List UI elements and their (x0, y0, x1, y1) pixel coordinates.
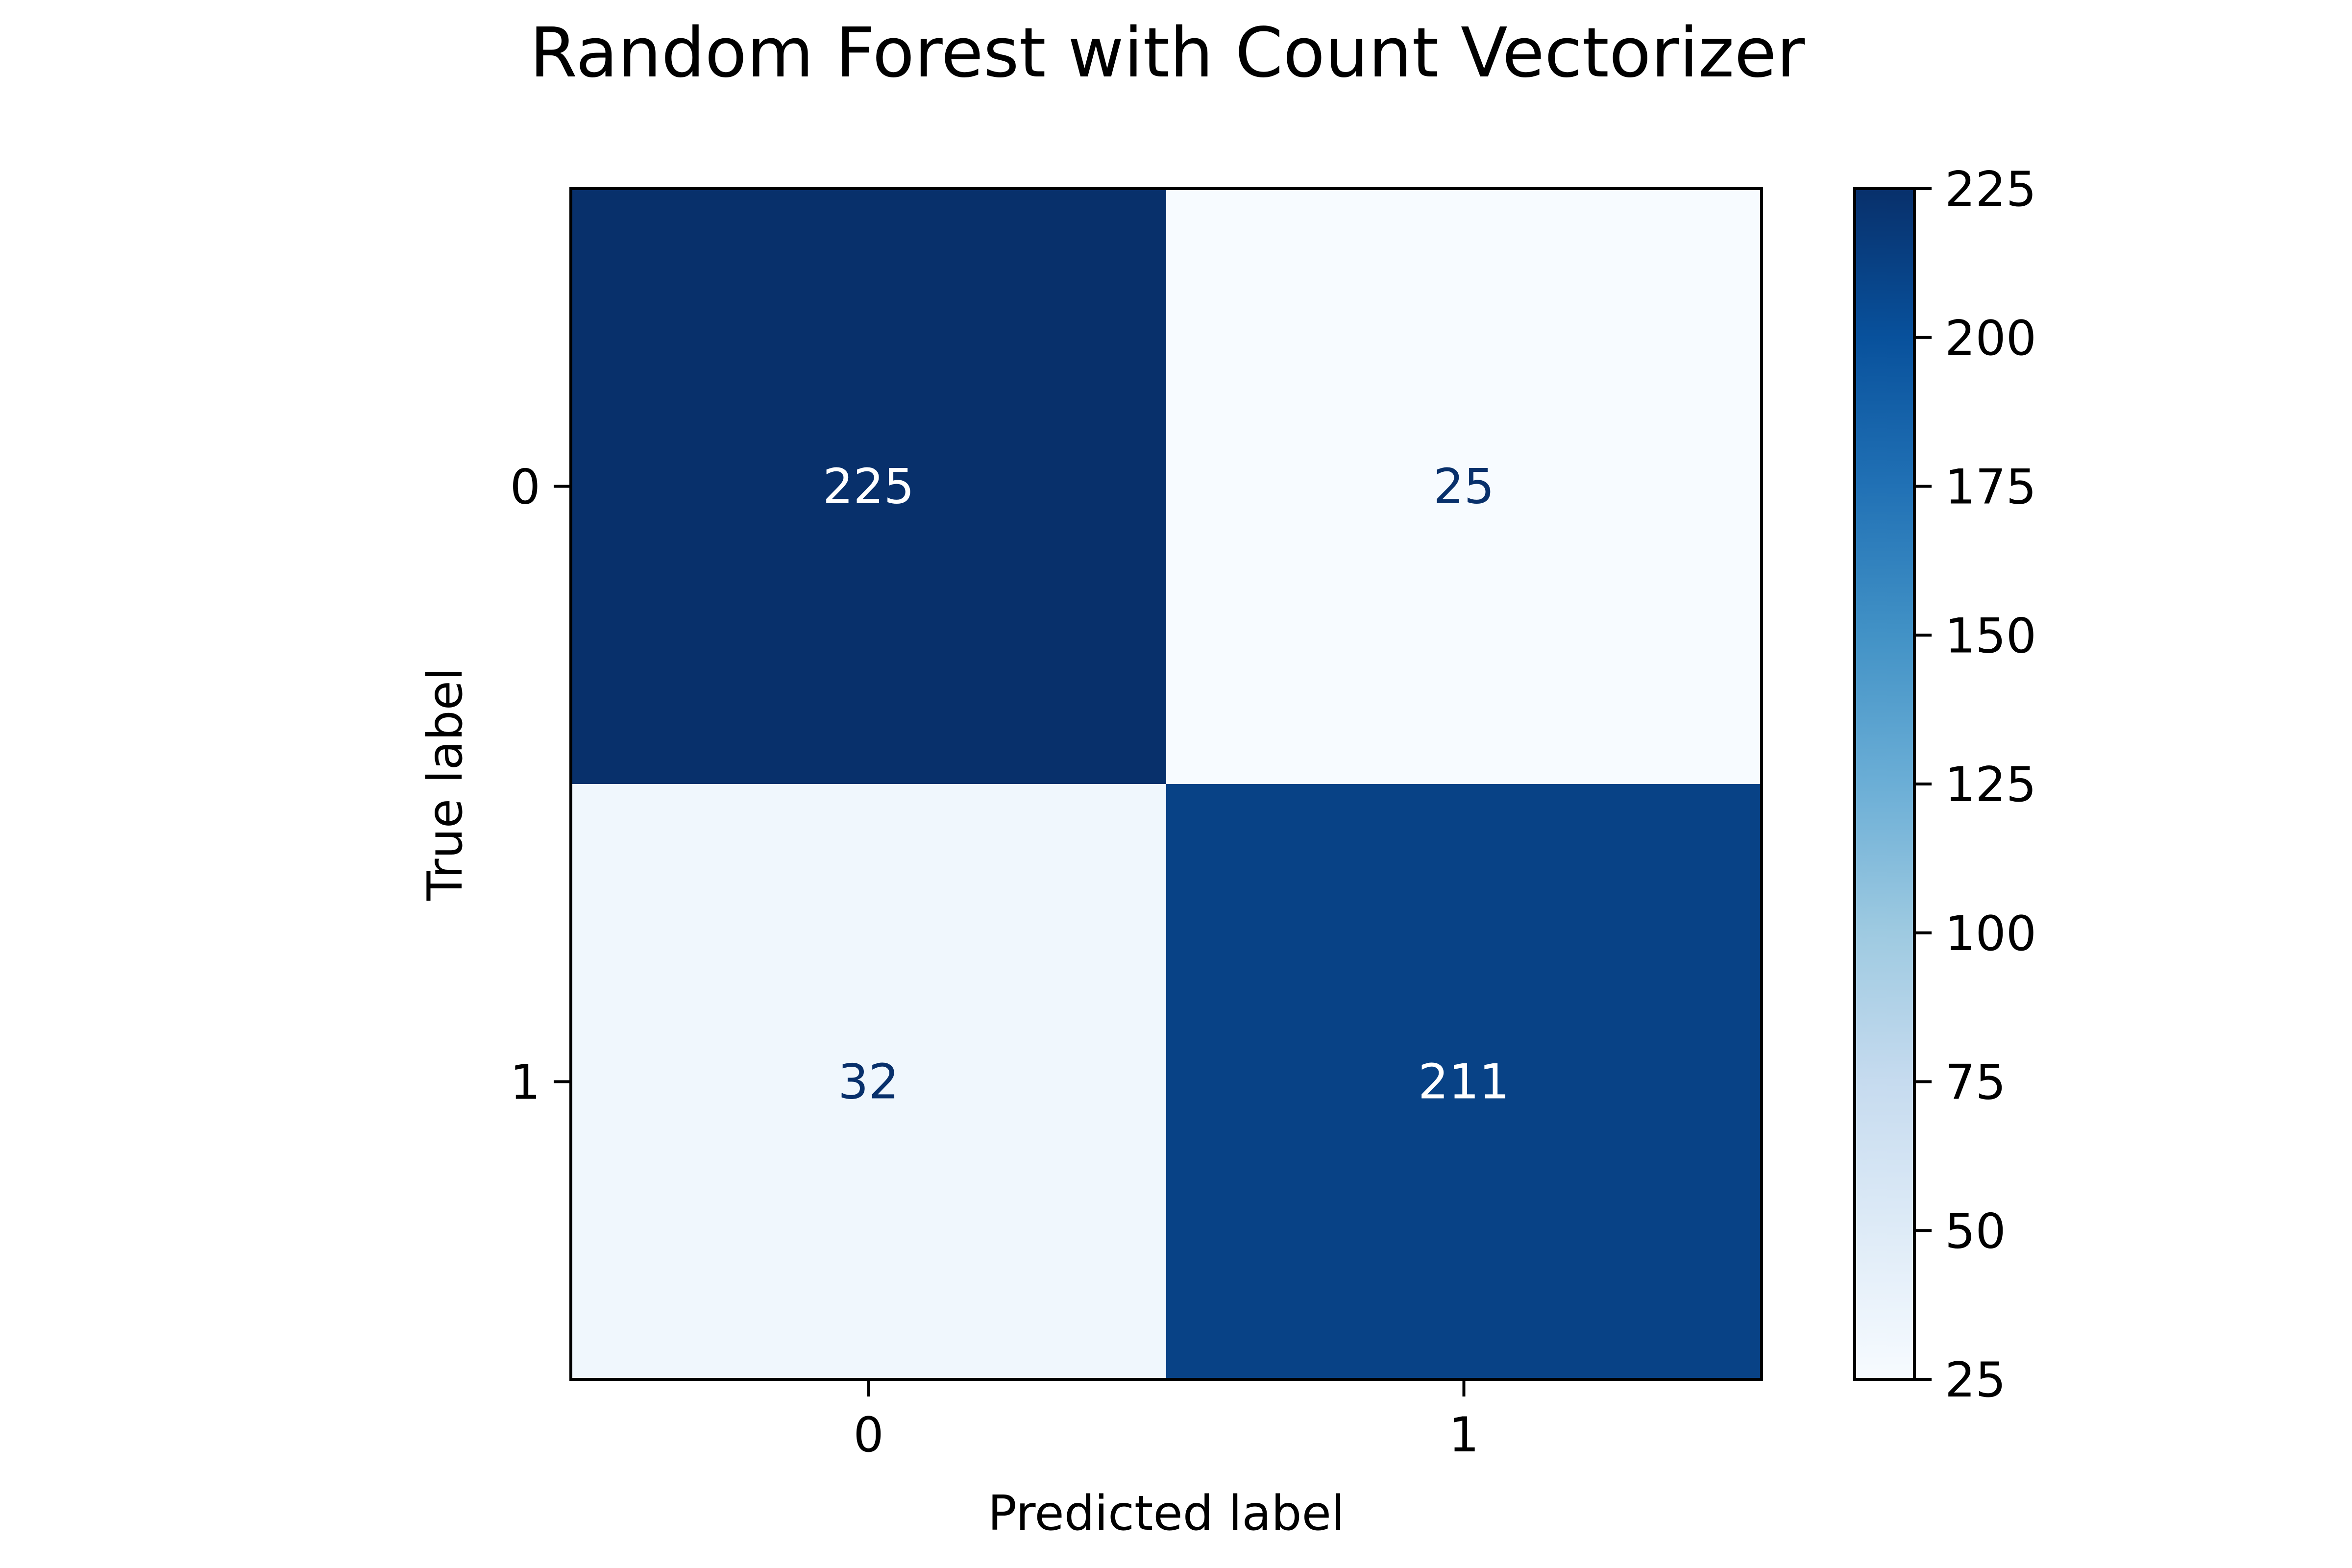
colorbar-gradient (1855, 189, 1914, 1379)
colorbar-tick-label-0: 25 (1945, 1352, 2006, 1408)
heatmap-cell-0-0 (571, 189, 1166, 784)
x-axis-label: Predicted label (988, 1486, 1345, 1542)
y-axis-label: True label (417, 667, 473, 901)
colorbar-ticks: 25 50 75 100 125 150 175 200 225 (1914, 162, 2036, 1408)
y-tick-label-0: 0 (510, 460, 540, 515)
y-axis-ticks: 01 (510, 460, 571, 1111)
cell-value-label-0-0: 225 (823, 459, 914, 515)
heatmap-cell-1-0 (571, 784, 1166, 1379)
colorbar-tick-label-1: 50 (1945, 1203, 2006, 1259)
heatmap-cell-0-1 (1166, 189, 1762, 784)
x-tick-label-1: 1 (1448, 1407, 1479, 1463)
cell-value-label-1-1: 211 (1418, 1054, 1510, 1110)
colorbar-tick-label-5: 150 (1945, 608, 2036, 664)
colorbar-tick-label-6: 175 (1945, 460, 2036, 515)
heatmap-cell-labels: 225 25 32 211 (823, 459, 1510, 1110)
colorbar-tick-label-2: 75 (1945, 1055, 2006, 1111)
y-tick-label-1: 1 (510, 1055, 540, 1111)
x-tick-label-0: 0 (853, 1407, 883, 1463)
cell-value-label-1-0: 32 (838, 1054, 899, 1110)
cell-value-label-0-1: 25 (1433, 459, 1494, 515)
chart-title: Random Forest with Count Vectorizer (530, 13, 1805, 93)
colorbar-tick-label-8: 225 (1945, 162, 2036, 218)
heatmap-cell-1-1 (1166, 784, 1762, 1379)
heatmap-cells (571, 189, 1762, 1379)
heatmap-frame (569, 187, 1763, 1381)
colorbar-tick-label-7: 200 (1945, 311, 2036, 367)
colorbar-tick-label-4: 125 (1945, 757, 2036, 813)
colorbar-tick-label-3: 100 (1945, 906, 2036, 962)
